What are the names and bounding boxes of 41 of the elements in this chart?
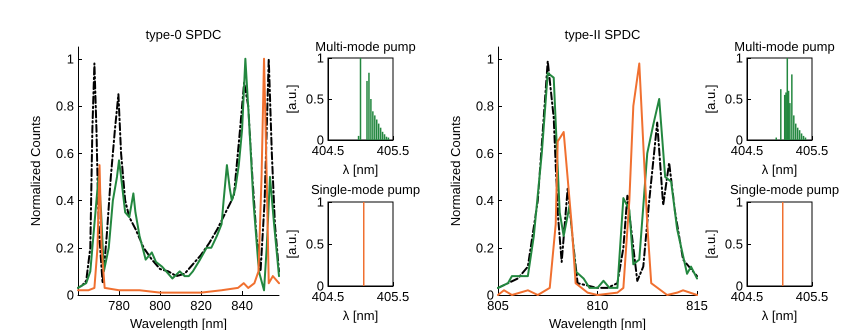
x-tick-label: 405.5 — [376, 289, 410, 304]
x-axis-title: λ [nm] — [342, 162, 378, 177]
y-tick-label: 0.5 — [724, 92, 743, 106]
chart-title: type-0 SPDC — [146, 27, 222, 42]
y-axis-title: [a.u.] — [703, 230, 718, 258]
x-tick-label: 815 — [686, 298, 708, 313]
y-axis-title: [a.u.] — [703, 84, 718, 114]
x-axis-title: λ [nm] — [762, 162, 798, 177]
x-tick-label: 840 — [231, 298, 253, 313]
x-tick-label: 405.5 — [376, 143, 410, 158]
y-tick-label: 0.8 — [56, 98, 74, 114]
x-tick-label: 820 — [190, 298, 212, 313]
y-tick-label: 1 — [736, 194, 743, 210]
chart-title: Single-mode pump — [730, 182, 840, 197]
y-axis-title: [a.u.] — [284, 84, 299, 114]
y-tick-label: 0 — [66, 288, 74, 302]
y-tick-label: 0.4 — [56, 193, 74, 208]
x-tick-label: 405.5 — [796, 289, 828, 304]
y-tick-label: 0.2 — [56, 240, 74, 256]
y-tick-label: 0.6 — [476, 146, 494, 161]
x-tick-label: 405.5 — [796, 143, 828, 158]
y-axis-title: Normalized Counts — [28, 115, 43, 226]
y-tick-label: 0.8 — [476, 98, 494, 114]
y-tick-label: 0.6 — [56, 146, 74, 161]
y-tick-label: 1 — [316, 194, 324, 210]
x-tick-label: 780 — [108, 298, 130, 313]
y-tick-label: 0.5 — [306, 92, 324, 106]
chart-title: Single-mode pump — [310, 182, 420, 197]
y-tick-label: 0.2 — [476, 240, 494, 256]
y-tick-label: 0.5 — [724, 236, 743, 252]
x-axis-title: λ [nm] — [762, 308, 798, 323]
x-tick-label: 810 — [586, 298, 608, 313]
y-tick-label: 0.4 — [476, 193, 494, 208]
x-tick-label: 800 — [149, 298, 171, 313]
y-tick-label: 1 — [66, 51, 74, 66]
chart-title: type-II SPDC — [564, 27, 640, 42]
y-tick-label: 0.5 — [306, 236, 324, 252]
x-axis-title: λ [nm] — [342, 308, 378, 323]
y-axis-title: [a.u.] — [284, 230, 299, 258]
y-axis-title: Normalized Counts — [448, 115, 463, 226]
y-tick-label: 1 — [486, 51, 494, 66]
